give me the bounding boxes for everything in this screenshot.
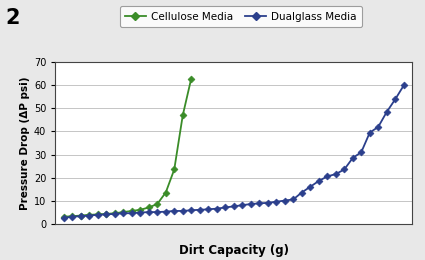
X-axis label: Dirt Capacity (g): Dirt Capacity (g) [179, 244, 289, 257]
Y-axis label: Pressure Drop (ΔP psi): Pressure Drop (ΔP psi) [20, 76, 30, 210]
Text: 2: 2 [5, 8, 20, 28]
Legend: Cellulose Media, Dualglass Media: Cellulose Media, Dualglass Media [119, 6, 362, 27]
